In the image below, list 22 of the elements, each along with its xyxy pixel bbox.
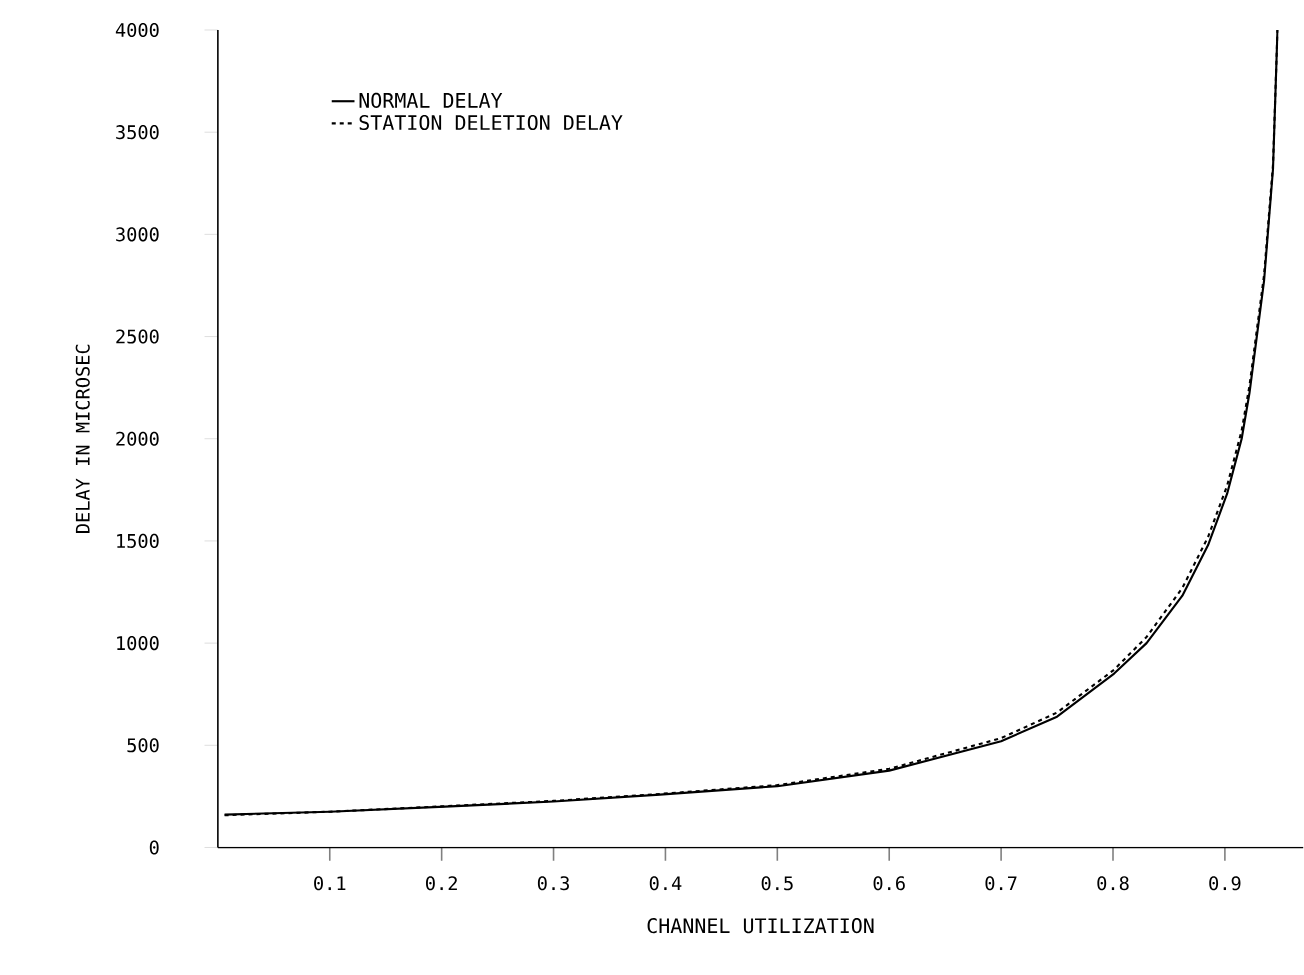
- y-tick-label: 0: [149, 840, 159, 855]
- x-tick-label: 0.4: [649, 875, 682, 891]
- x-tick-label: 0.8: [1097, 875, 1129, 891]
- legend-label: NORMAL DELAY: [359, 92, 503, 108]
- x-tick-label: 0.7: [985, 875, 1017, 891]
- y-axis-title: DELAY IN MICROSEC: [75, 344, 90, 533]
- x-tick-label: 0.6: [873, 875, 905, 891]
- x-tick-label: 0.1: [314, 875, 346, 891]
- y-tick-label: 4000: [115, 22, 159, 37]
- y-tick-label: 2500: [116, 329, 159, 344]
- x-tick-label: 0.9: [1209, 875, 1241, 891]
- y-tick-label: 1000: [117, 635, 159, 650]
- x-tick-label: 0.2: [426, 875, 457, 891]
- y-tick-label: 2000: [116, 431, 159, 446]
- y-tick-label: 3000: [116, 227, 159, 242]
- x-axis-title: CHANNEL UTILIZATION: [647, 917, 874, 934]
- y-tick-label: 3500: [116, 124, 159, 140]
- y-tick-label: 500: [127, 738, 159, 753]
- y-tick-label: 1500: [117, 533, 159, 548]
- legend-label: STATION DELETION DELAY: [359, 114, 623, 130]
- x-tick-label: 0.3: [537, 875, 569, 891]
- x-tick-label: 0.5: [761, 875, 793, 891]
